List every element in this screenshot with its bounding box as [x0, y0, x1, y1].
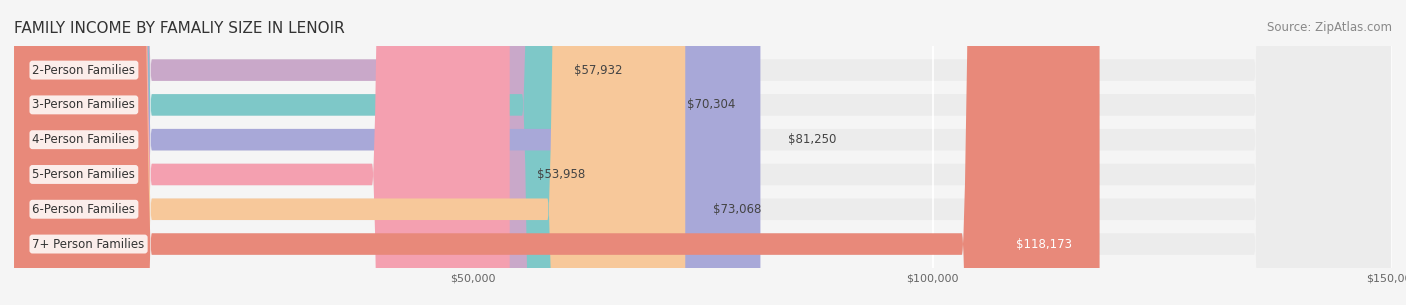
Text: 2-Person Families: 2-Person Families	[32, 64, 135, 77]
Text: Source: ZipAtlas.com: Source: ZipAtlas.com	[1267, 21, 1392, 34]
Text: $73,068: $73,068	[713, 203, 761, 216]
Text: 7+ Person Families: 7+ Person Families	[32, 238, 145, 250]
FancyBboxPatch shape	[14, 0, 1392, 305]
FancyBboxPatch shape	[14, 0, 546, 305]
Text: FAMILY INCOME BY FAMALIY SIZE IN LENOIR: FAMILY INCOME BY FAMALIY SIZE IN LENOIR	[14, 21, 344, 36]
Text: 5-Person Families: 5-Person Families	[32, 168, 135, 181]
FancyBboxPatch shape	[14, 0, 761, 305]
Text: 6-Person Families: 6-Person Families	[32, 203, 135, 216]
FancyBboxPatch shape	[14, 0, 659, 305]
Text: $70,304: $70,304	[688, 99, 735, 111]
Text: $81,250: $81,250	[787, 133, 837, 146]
Text: $118,173: $118,173	[1017, 238, 1071, 250]
Text: $53,958: $53,958	[537, 168, 585, 181]
FancyBboxPatch shape	[14, 0, 1392, 305]
FancyBboxPatch shape	[14, 0, 1392, 305]
Text: 4-Person Families: 4-Person Families	[32, 133, 135, 146]
FancyBboxPatch shape	[14, 0, 1099, 305]
FancyBboxPatch shape	[14, 0, 1392, 305]
FancyBboxPatch shape	[14, 0, 685, 305]
Text: 3-Person Families: 3-Person Families	[32, 99, 135, 111]
FancyBboxPatch shape	[14, 0, 1392, 305]
FancyBboxPatch shape	[14, 0, 510, 305]
FancyBboxPatch shape	[14, 0, 1392, 305]
Text: $57,932: $57,932	[574, 64, 623, 77]
